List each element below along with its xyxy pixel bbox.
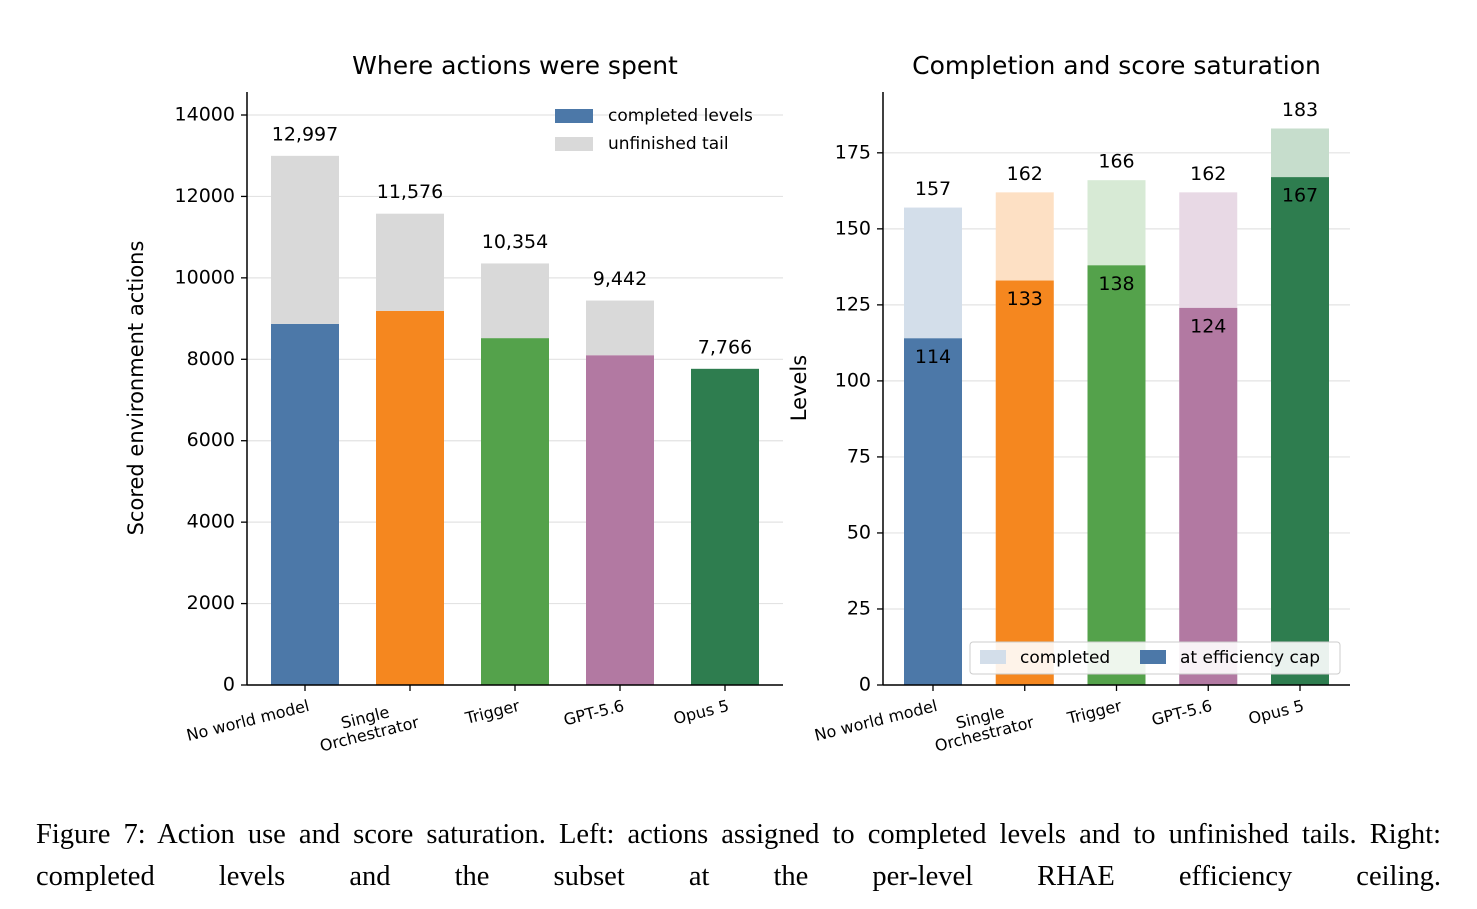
y-tick-label: 6000 <box>187 429 235 451</box>
value-label: 167 <box>1282 185 1318 207</box>
y-tick-label: 0 <box>859 674 871 696</box>
bar-label: 7,766 <box>698 336 752 358</box>
bar <box>904 338 962 685</box>
value-label: 162 <box>1190 163 1226 185</box>
bar-segment <box>376 310 444 685</box>
y-tick-label: 50 <box>847 521 871 543</box>
figure: Where actions were spent Scored environme… <box>124 51 1350 696</box>
y-tick-label: 14000 <box>175 104 235 126</box>
bar-segment <box>691 368 759 685</box>
legend-label: completed <box>1020 648 1110 668</box>
legend-swatch <box>555 109 593 123</box>
y-tick-label: 75 <box>847 445 871 467</box>
y-axis-label: Levels <box>787 355 811 421</box>
y-tick-label: 125 <box>835 293 871 315</box>
legend-label: completed levels <box>608 106 753 126</box>
bar-label: 11,576 <box>377 181 443 203</box>
bar <box>1271 177 1329 685</box>
legend-swatch <box>1140 650 1166 664</box>
bar <box>995 280 1054 685</box>
y-tick-label: 12000 <box>175 185 235 207</box>
y-axis-label: Scored environment actions <box>124 241 148 536</box>
value-label: 124 <box>1190 315 1226 337</box>
y-tick-label: 25 <box>847 597 871 619</box>
bar-segment <box>586 355 654 685</box>
value-label: 162 <box>1007 163 1043 185</box>
y-tick-label: 8000 <box>187 348 235 370</box>
bar <box>1179 307 1238 685</box>
value-label: 114 <box>915 346 951 368</box>
y-tick-label: 2000 <box>187 592 235 614</box>
value-label: 183 <box>1282 99 1318 121</box>
legend-swatch <box>555 137 593 151</box>
y-tick-label: 175 <box>835 141 871 163</box>
y-tick-label: 0 <box>223 674 235 696</box>
bar-segment <box>481 338 549 685</box>
chart-title: Completion and score saturation <box>912 51 1321 80</box>
bar-segment <box>271 155 339 324</box>
y-tick-label: 100 <box>835 369 871 391</box>
value-label: 138 <box>1098 273 1134 295</box>
bar-label: 12,997 <box>272 123 338 145</box>
legend-swatch <box>980 650 1006 664</box>
caption: Figure 7: Action use and score saturatio… <box>36 819 1441 892</box>
bar <box>1087 265 1146 685</box>
y-tick-label: 10000 <box>175 266 235 288</box>
bar-segment <box>586 300 654 356</box>
value-label: 133 <box>1007 288 1043 310</box>
bar-segment <box>376 213 444 311</box>
bar-label: 9,442 <box>593 268 647 290</box>
legend-label: unfinished tail <box>608 134 729 154</box>
value-label: 166 <box>1098 151 1134 173</box>
value-label: 157 <box>915 178 951 200</box>
y-tick-label: 150 <box>835 217 871 239</box>
bar-segment <box>481 263 549 339</box>
y-tick-label: 4000 <box>187 511 235 533</box>
bar-segment <box>271 323 339 685</box>
bar-label: 10,354 <box>482 231 548 253</box>
legend-label: at efficiency cap <box>1180 648 1320 668</box>
chart-title: Where actions were spent <box>352 51 678 80</box>
